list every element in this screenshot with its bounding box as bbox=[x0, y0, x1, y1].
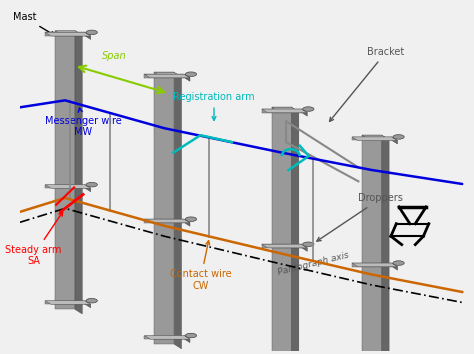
Ellipse shape bbox=[86, 182, 97, 187]
Polygon shape bbox=[184, 219, 190, 226]
Polygon shape bbox=[292, 107, 299, 354]
Polygon shape bbox=[262, 244, 301, 248]
Polygon shape bbox=[174, 73, 182, 349]
Ellipse shape bbox=[303, 107, 314, 111]
Polygon shape bbox=[145, 74, 184, 78]
Polygon shape bbox=[382, 135, 389, 354]
Polygon shape bbox=[155, 73, 182, 77]
Ellipse shape bbox=[86, 30, 97, 35]
Polygon shape bbox=[272, 107, 299, 112]
Polygon shape bbox=[184, 336, 190, 343]
Polygon shape bbox=[45, 185, 91, 188]
Polygon shape bbox=[352, 137, 392, 141]
Text: Mast: Mast bbox=[13, 12, 55, 35]
Polygon shape bbox=[262, 109, 307, 113]
Ellipse shape bbox=[185, 72, 197, 76]
Polygon shape bbox=[55, 31, 75, 309]
Text: Pantograph axis: Pantograph axis bbox=[277, 250, 350, 276]
Polygon shape bbox=[362, 135, 382, 354]
Text: Registration arm: Registration arm bbox=[173, 92, 255, 120]
Ellipse shape bbox=[185, 333, 197, 338]
Polygon shape bbox=[145, 336, 190, 339]
Polygon shape bbox=[145, 219, 184, 223]
Polygon shape bbox=[145, 336, 184, 339]
Polygon shape bbox=[75, 31, 82, 314]
Polygon shape bbox=[85, 301, 91, 308]
Polygon shape bbox=[392, 137, 398, 144]
Polygon shape bbox=[362, 135, 389, 140]
Ellipse shape bbox=[393, 135, 404, 139]
Polygon shape bbox=[45, 301, 85, 304]
Text: Bracket: Bracket bbox=[329, 47, 405, 121]
Polygon shape bbox=[145, 219, 190, 223]
Polygon shape bbox=[184, 74, 190, 81]
Polygon shape bbox=[392, 263, 398, 270]
Polygon shape bbox=[85, 33, 91, 40]
Text: Contact wire
CW: Contact wire CW bbox=[170, 241, 231, 291]
Text: Steady arm
SA: Steady arm SA bbox=[5, 212, 63, 266]
Text: Droppers: Droppers bbox=[317, 193, 403, 241]
Polygon shape bbox=[155, 73, 174, 344]
Polygon shape bbox=[45, 301, 91, 304]
Polygon shape bbox=[45, 33, 91, 36]
Polygon shape bbox=[262, 244, 307, 248]
Ellipse shape bbox=[393, 261, 404, 266]
Polygon shape bbox=[45, 185, 85, 188]
Polygon shape bbox=[55, 31, 82, 35]
Polygon shape bbox=[45, 33, 85, 36]
Polygon shape bbox=[301, 109, 307, 116]
Polygon shape bbox=[272, 107, 292, 354]
Polygon shape bbox=[301, 244, 307, 251]
Text: Messenger wire
MW: Messenger wire MW bbox=[45, 108, 121, 137]
Ellipse shape bbox=[303, 242, 314, 246]
Polygon shape bbox=[145, 74, 190, 78]
Polygon shape bbox=[262, 109, 301, 113]
Polygon shape bbox=[352, 263, 398, 267]
Text: Span: Span bbox=[102, 51, 127, 61]
Polygon shape bbox=[352, 263, 392, 267]
Polygon shape bbox=[85, 185, 91, 192]
Ellipse shape bbox=[86, 298, 97, 303]
Ellipse shape bbox=[185, 217, 197, 221]
Polygon shape bbox=[352, 137, 398, 141]
